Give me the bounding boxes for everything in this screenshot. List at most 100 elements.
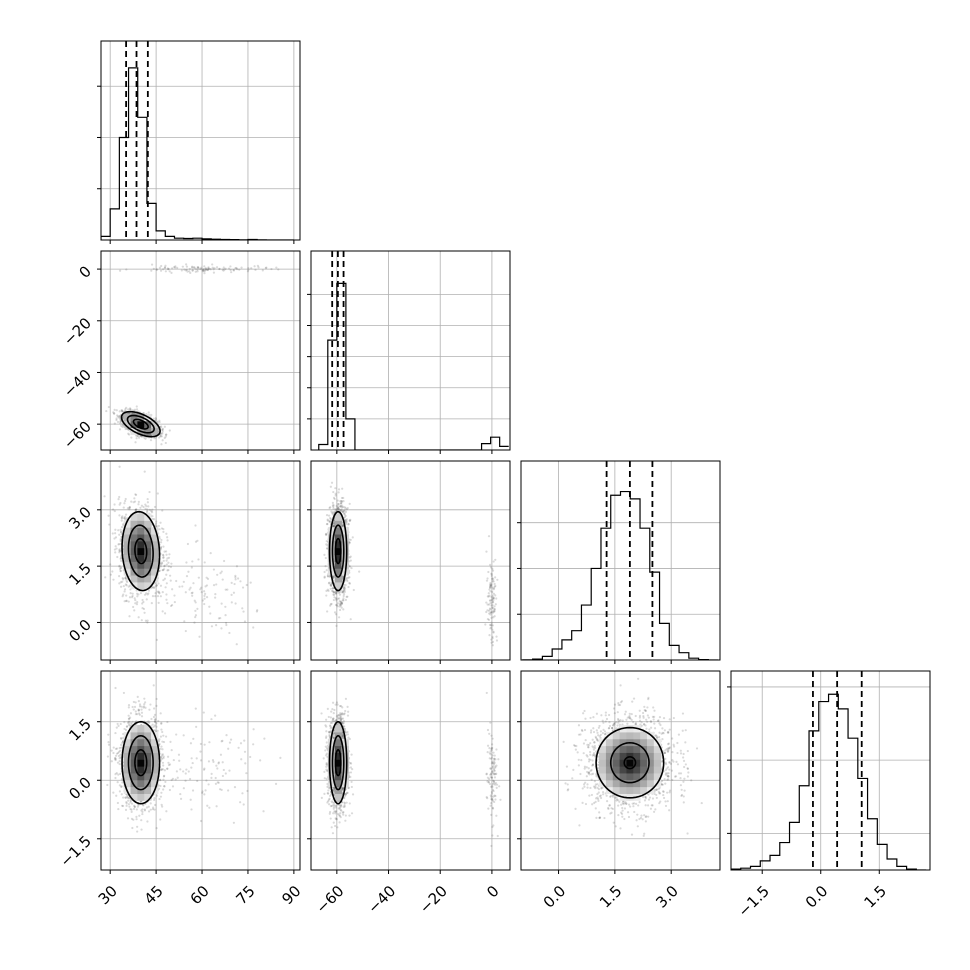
scatter-point [229, 268, 232, 272]
scatter-point [136, 601, 139, 604]
scatter-point [490, 641, 493, 644]
scatter-point [338, 608, 342, 612]
scatter-point [331, 511, 334, 514]
scatter-point [332, 598, 335, 602]
scatter-point [130, 596, 134, 599]
contour-line [331, 524, 345, 578]
scatter-point [332, 521, 336, 524]
scatter-point [491, 635, 494, 638]
scatter-point [245, 583, 248, 587]
scatter-point [489, 583, 492, 586]
scatter-point [330, 510, 333, 513]
scatter-point [203, 602, 206, 606]
scatter-point [118, 565, 121, 568]
scatter-point [164, 441, 167, 445]
scatter-point [160, 432, 163, 435]
scatter-point [116, 414, 119, 417]
density-cell [130, 554, 138, 562]
density-cell [151, 540, 159, 549]
axes-frame [100, 40, 301, 241]
scatter-point [340, 602, 343, 605]
scatter-point [207, 267, 210, 270]
scatter-point [197, 558, 200, 561]
scatter-point [220, 627, 223, 630]
scatter-point [114, 536, 118, 539]
scatter-point [338, 605, 341, 608]
scatter-point [125, 268, 128, 271]
scatter-point [134, 602, 137, 605]
scatter-point [489, 599, 492, 602]
density-cell [137, 527, 145, 535]
scatter-point [339, 505, 343, 508]
scatter-point [145, 592, 148, 595]
scatter-point [161, 439, 164, 442]
scatter-point [487, 595, 490, 598]
scatter-point [485, 601, 488, 604]
scatter-point [107, 514, 110, 517]
scatter-point [119, 422, 122, 425]
scatter-point [105, 409, 108, 413]
scatter-point [112, 578, 115, 581]
scatter-point [119, 501, 122, 505]
scatter-point [171, 588, 174, 591]
scatter-point [193, 621, 196, 624]
scatter-point [165, 553, 168, 556]
scatter-point [250, 267, 253, 270]
scatter-point [109, 563, 112, 566]
scatter-point [333, 591, 336, 594]
scatter-point [152, 267, 155, 270]
density-cell [123, 527, 132, 535]
scatter-point [169, 565, 173, 569]
scatter-point [204, 268, 207, 271]
scatter-point [335, 604, 339, 607]
scatter-point [327, 589, 330, 593]
density-cell [130, 413, 138, 422]
scatter-point [348, 582, 351, 585]
scatter-point [487, 618, 491, 621]
scatter-point [161, 591, 164, 594]
scatter-point [210, 625, 214, 628]
scatter-point [222, 559, 226, 563]
scatter-point [126, 507, 129, 510]
density-cell [144, 520, 152, 528]
scatter-point [329, 584, 332, 587]
scatter-point [341, 510, 345, 514]
scatter-point [186, 542, 190, 546]
scatter-point [167, 569, 170, 572]
scatter-point [163, 612, 167, 615]
scatter-point [343, 588, 346, 592]
scatter-point [325, 594, 328, 597]
scatter-point [332, 576, 335, 579]
scatter-point [170, 562, 173, 565]
scatter-point [487, 535, 491, 538]
scatter-point [490, 604, 493, 607]
scatter-point [491, 594, 494, 597]
scatter-point [120, 526, 124, 529]
scatter-point [123, 600, 126, 603]
scatter-point [119, 566, 122, 569]
scatter-point [330, 584, 333, 588]
scatter-point [154, 585, 157, 588]
scatter-point [162, 556, 165, 559]
scatter-point [324, 556, 327, 560]
density-cell [137, 581, 145, 590]
scatter-point [164, 264, 167, 267]
contour-line [120, 410, 161, 438]
scatter-point [166, 539, 169, 542]
scatter-point [224, 614, 227, 617]
scatter-point [490, 574, 493, 577]
scatter-point [348, 565, 352, 568]
scatter-point [194, 270, 197, 273]
scatter-point [215, 266, 219, 269]
contour-line [126, 414, 155, 434]
scatter-point [121, 595, 124, 598]
x-tick-label: −1.5 [734, 882, 772, 920]
scatter-point [491, 601, 494, 604]
scatter-point [133, 497, 136, 500]
scatter-point [204, 592, 207, 595]
scatter-point [133, 705, 137, 708]
scatter-point [144, 619, 147, 622]
scatter-point [113, 537, 116, 540]
scatter-point [229, 265, 232, 268]
